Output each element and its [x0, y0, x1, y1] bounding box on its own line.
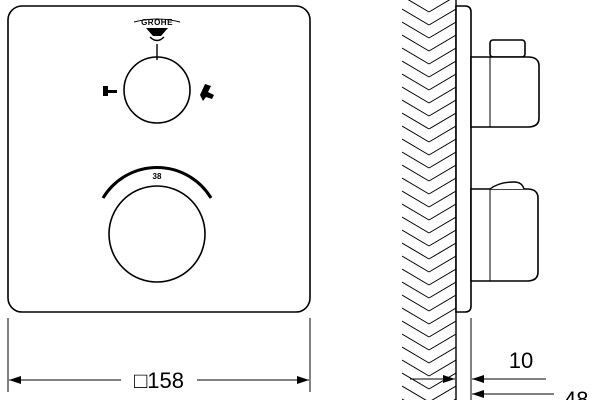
hatch-line — [428, 229, 456, 247]
hatch-line — [402, 8, 430, 26]
total-projection-label: 48 — [564, 387, 588, 400]
hatch-line — [428, 203, 456, 221]
hatch-line — [402, 190, 430, 208]
shower-head-icon — [103, 86, 117, 96]
hatch-line — [428, 216, 456, 234]
hatch-line — [402, 281, 430, 299]
thermostat-knob-profile — [470, 188, 539, 282]
dimension-lines — [7, 318, 554, 400]
hatch-line — [402, 34, 430, 52]
hatch-line — [402, 86, 430, 104]
hatch-line — [402, 255, 430, 273]
hatch-line — [428, 151, 456, 169]
hand-shower-icon — [200, 84, 214, 101]
hatch-line — [428, 164, 456, 182]
hatch-line — [428, 268, 456, 286]
hatch-line — [402, 229, 430, 247]
diverter-knob — [123, 56, 191, 124]
hatch-line — [402, 60, 430, 78]
hatch-line — [428, 60, 456, 78]
temperature-scale-arc — [101, 165, 213, 199]
hatch-line — [428, 99, 456, 117]
hatch-line — [428, 190, 456, 208]
hatch-line — [402, 385, 427, 400]
wall-hatch — [402, 0, 456, 400]
thermostat-knob-tab — [489, 181, 525, 190]
cover-plate-profile — [455, 5, 472, 313]
hatch-line — [402, 268, 430, 286]
hatch-line — [402, 99, 430, 117]
hatch-line — [428, 255, 456, 273]
hatch-line — [402, 164, 430, 182]
temperature-mark: 38 — [153, 172, 162, 181]
hatch-line — [402, 242, 430, 260]
hatch-line — [402, 307, 430, 325]
hatch-line — [402, 177, 430, 195]
hatch-line — [428, 294, 456, 312]
brand-name: GROHE — [141, 18, 173, 27]
hatch-line — [428, 125, 456, 143]
hatch-line — [428, 177, 456, 195]
hatch-line — [402, 320, 430, 338]
diverter-knob-profile — [470, 56, 540, 128]
hatch-line — [428, 34, 456, 52]
hatch-line — [402, 372, 430, 390]
hatch-line — [428, 359, 456, 377]
hatch-line — [402, 216, 430, 234]
hatch-line — [428, 0, 451, 13]
hatch-line — [428, 372, 456, 390]
hatch-line — [428, 112, 456, 130]
hatch-line — [402, 203, 430, 221]
hatch-line — [428, 333, 456, 351]
hatch-line — [402, 346, 430, 364]
logo-emblem — [146, 28, 168, 36]
side-view — [455, 5, 540, 313]
plate-width-label: □158 — [134, 368, 184, 393]
hatch-line — [428, 242, 456, 260]
hatch-line — [428, 346, 456, 364]
hatch-line — [428, 307, 456, 325]
diverter-knob-stem — [489, 39, 526, 58]
thermostat-knob — [108, 185, 206, 283]
hatch-line — [428, 8, 456, 26]
hatch-line — [431, 385, 456, 400]
hatch-line — [402, 73, 430, 91]
knob-projection-label: 10 — [509, 348, 533, 373]
hatch-line — [428, 86, 456, 104]
hatch-line — [428, 73, 456, 91]
brand-logo — [133, 18, 181, 42]
hatch-line — [402, 138, 430, 156]
hatch-line — [428, 138, 456, 156]
front-view — [7, 5, 311, 313]
hatch-line — [402, 359, 430, 377]
hatch-line — [428, 47, 456, 65]
hatch-line — [402, 125, 430, 143]
hatch-line — [407, 0, 430, 13]
hatch-line — [402, 21, 430, 39]
hatch-line — [402, 294, 430, 312]
hatch-line — [402, 112, 430, 130]
hatch-line — [402, 47, 430, 65]
hatch-line — [428, 281, 456, 299]
hatch-line — [428, 21, 456, 39]
cover-plate — [7, 5, 311, 313]
wall-section — [402, 0, 457, 400]
hatch-line — [428, 320, 456, 338]
hatch-line — [402, 151, 430, 169]
hatch-line — [402, 333, 430, 351]
